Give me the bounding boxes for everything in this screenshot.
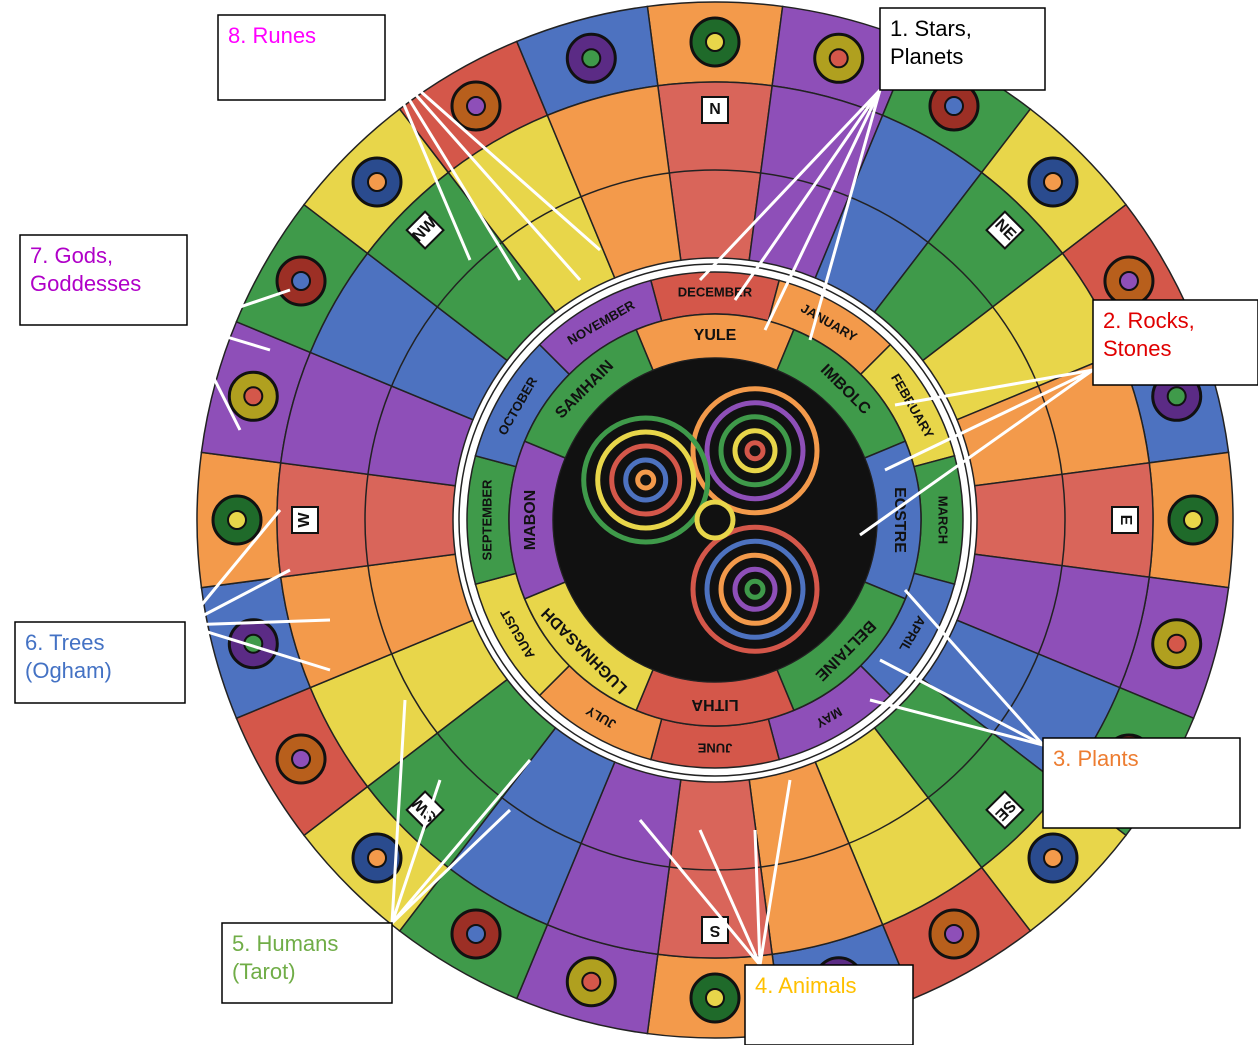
border-spiral-core [1118, 271, 1139, 291]
center-spiral [744, 578, 766, 600]
direction-box [291, 506, 319, 534]
border-spiral-core [466, 923, 486, 944]
border-spiral-core [944, 923, 964, 944]
border-spiral-core [828, 48, 849, 69]
festival-label: EOSTRE [891, 487, 908, 553]
border-spiral-core [705, 32, 725, 52]
callout-box [1042, 737, 1241, 829]
callout-label: Goddesses [30, 271, 141, 296]
center-spiral [704, 400, 806, 502]
border-spiral-core [466, 96, 486, 117]
month-label: SEPTEMBER [479, 479, 494, 561]
center-spiral [718, 414, 792, 488]
border-spiral-core [581, 48, 602, 69]
border-spiral-core [705, 988, 725, 1008]
direction-label: S [709, 922, 720, 939]
festival-label: MABON [522, 490, 539, 550]
arrow [869, 589, 1045, 747]
center-spiral [581, 415, 711, 545]
border-spiral-core [944, 96, 964, 117]
callout-label: (Tarot) [232, 959, 296, 984]
callout-label: 8. Runes [228, 23, 316, 48]
callout-label: Planets [890, 44, 963, 69]
callout-label: 5. Humans [232, 931, 338, 956]
callouts: 1. Stars, Planets 2. Rocks, Stones 3. Plants… [14, 7, 1258, 1046]
direction-box [405, 210, 445, 250]
arrows [183, 58, 1094, 966]
direction-label: N [709, 101, 721, 118]
direction-box [701, 96, 729, 124]
callout-label: (Ogham) [25, 658, 112, 683]
border-spiral-core [291, 271, 312, 291]
center-spiral [744, 440, 766, 462]
center-spiral [704, 538, 806, 640]
border-spiral-core [1166, 386, 1187, 407]
callout-label: Stones [1103, 336, 1172, 361]
direction-label: E [1117, 515, 1134, 526]
arrow [183, 509, 331, 672]
center-spiral [718, 552, 792, 626]
center-spiral [732, 566, 778, 612]
month-label: DECEMBER [678, 284, 753, 299]
callout-label: 1. Stars, [890, 16, 972, 41]
arrow [859, 368, 1094, 537]
ring-line [364, 169, 1066, 871]
arrow [638, 779, 792, 966]
direction-box [985, 210, 1025, 250]
callout-label: 3. Plants [1053, 746, 1139, 771]
month-label: MARCH [936, 496, 951, 544]
center-spiral [690, 524, 820, 654]
festival-label: LITHA [691, 696, 739, 713]
month-label: JUNE [697, 741, 732, 756]
arrow [698, 88, 882, 341]
border-spiral-core [291, 749, 312, 769]
callout-label: 6. Trees [25, 630, 104, 655]
arrow [383, 58, 601, 281]
callout-box [19, 234, 188, 326]
border-spiral-core [581, 971, 602, 992]
callout-box [1092, 299, 1258, 386]
arrow [185, 288, 291, 431]
direction-label: W [296, 512, 313, 528]
center-spiral [690, 386, 820, 516]
border-spiral-core [367, 172, 388, 193]
callout-label: 4. Animals [755, 973, 857, 998]
wheel: NNEESESSWWNWDECEMBERJANUARYFEBRUARYMARCH… [196, 1, 1234, 1039]
border-spiral-core [367, 847, 388, 868]
center-spiral [623, 457, 669, 503]
center-spiral [635, 469, 657, 491]
border-spiral-core [1166, 633, 1187, 654]
callout-box [879, 7, 1046, 91]
border-spiral-core [227, 510, 247, 530]
center-spiral [732, 428, 778, 474]
callout-box [14, 621, 186, 704]
border-spiral-core [1042, 172, 1063, 193]
direction-box [1111, 506, 1139, 534]
border-spiral-core [1183, 510, 1203, 530]
center-spiral [694, 499, 736, 541]
callout-box [221, 922, 393, 1004]
arrow [390, 699, 532, 925]
center-disc [552, 357, 878, 683]
callout-box [217, 14, 386, 101]
callout-box [744, 964, 914, 1046]
center-spiral [609, 443, 683, 517]
center-spiral [595, 429, 697, 531]
border-spiral-core [243, 386, 264, 407]
callout-label: 2. Rocks, [1103, 308, 1195, 333]
festival-label: YULE [694, 327, 737, 344]
callout-label: 7. Gods, [30, 243, 113, 268]
border-spiral-core [1042, 847, 1063, 868]
direction-box [985, 790, 1025, 830]
